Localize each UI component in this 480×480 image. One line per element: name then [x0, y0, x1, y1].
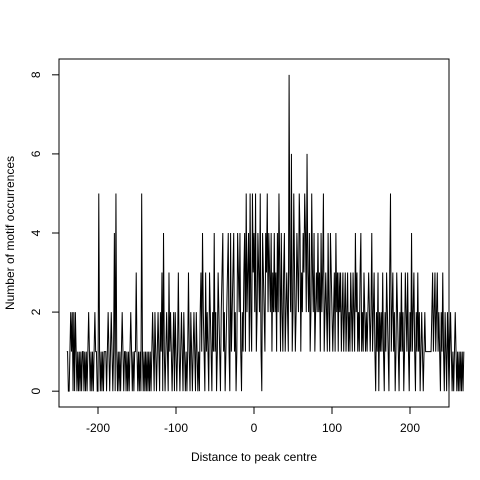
- y-tick-label: 4: [29, 229, 43, 236]
- y-tick-label: 0: [29, 388, 43, 395]
- series-line: [66, 74, 465, 392]
- y-axis-label: Number of motif occurrences: [3, 156, 17, 310]
- y-tick-label: 8: [29, 71, 43, 78]
- y-tick-label: 6: [29, 150, 43, 157]
- x-tick-label: 0: [251, 421, 258, 435]
- x-tick-label: -200: [86, 421, 110, 435]
- x-tick-label: 200: [400, 421, 420, 435]
- x-tick-label: -100: [164, 421, 188, 435]
- x-axis: -200 -100 0 100 200: [86, 406, 420, 435]
- y-axis: 0 2 4 6 8: [29, 71, 60, 395]
- y-tick-label: 2: [29, 308, 43, 315]
- x-tick-label: 100: [322, 421, 342, 435]
- x-axis-label: Distance to peak centre: [191, 450, 317, 464]
